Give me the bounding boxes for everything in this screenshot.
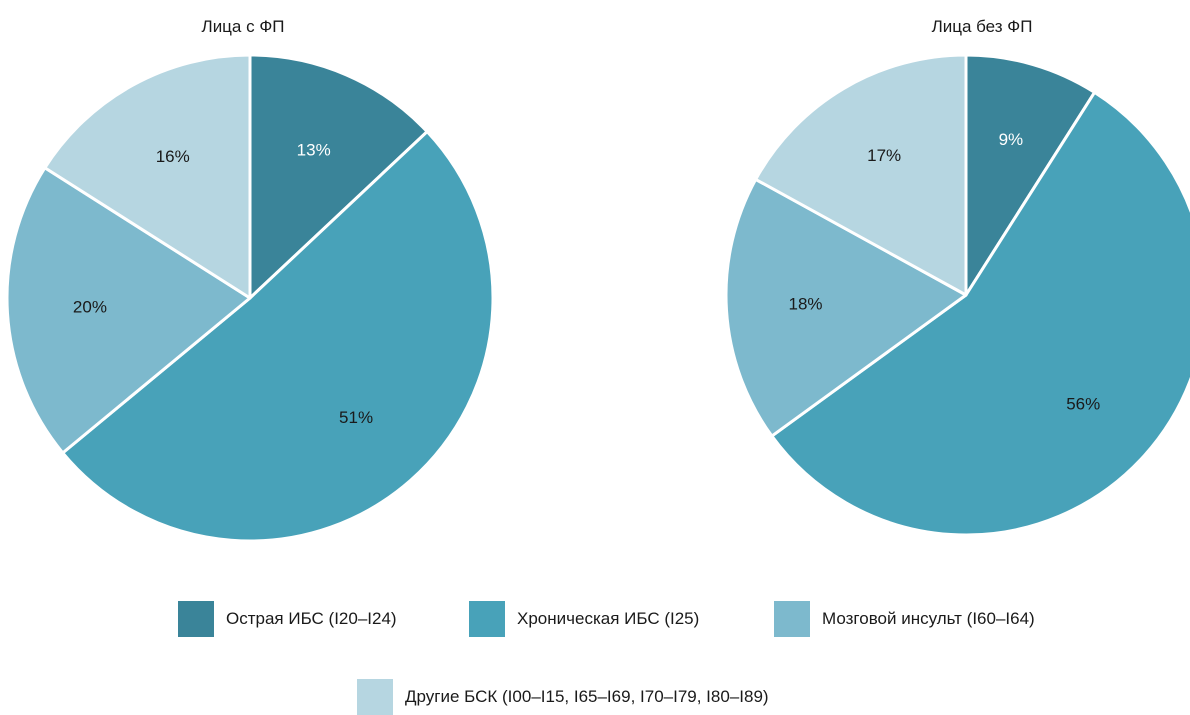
legend-swatch-chronic-ihd bbox=[469, 601, 505, 637]
pie-without-af-slice-acute-ihd bbox=[964, 53, 1097, 297]
pie-with-af-title: Лица с ФП bbox=[202, 17, 285, 36]
legend-item-stroke: Мозговой инсульт (I60–I64) bbox=[774, 601, 1035, 637]
pie-without-af-label-other-cvd: 17% bbox=[867, 146, 901, 165]
pie-without-af-label-acute-ihd: 9% bbox=[999, 130, 1024, 149]
pie-with-af-slice-stroke bbox=[5, 166, 252, 455]
pie-with-af-slice-other-cvd bbox=[43, 53, 252, 300]
legend-label-chronic-ihd: Хроническая ИБС (I25) bbox=[517, 609, 700, 628]
pie-without-af-label-chronic-ihd: 56% bbox=[1066, 395, 1100, 414]
pie-without-af-label-stroke: 18% bbox=[789, 295, 823, 314]
pie-with-af-label-acute-ihd: 13% bbox=[297, 140, 331, 159]
legend-item-other-cvd: Другие БСК (I00–I15, I65–I69, I70–I79, I… bbox=[357, 679, 769, 715]
legend-label-other-cvd: Другие БСК (I00–I15, I65–I69, I70–I79, I… bbox=[405, 687, 769, 706]
legend-item-chronic-ihd: Хроническая ИБС (I25) bbox=[469, 601, 699, 637]
legend-label-acute-ihd: Острая ИБС (I20–I24) bbox=[226, 609, 397, 628]
legend-swatch-stroke bbox=[774, 601, 810, 637]
charts-area: 13% 51% 20% 16% Лица с ФП 9% 56% 18% 17% Лица без… bbox=[5, 17, 1190, 543]
pie-with-af-label-stroke: 20% bbox=[73, 298, 107, 317]
pie-without-af-slice-stroke bbox=[724, 177, 968, 438]
pie-without-af-slice-chronic-ihd bbox=[770, 90, 1190, 537]
pie-with-af-label-chronic-ihd: 51% bbox=[339, 408, 373, 427]
pie-with-af-slice-acute-ihd bbox=[248, 53, 429, 300]
legend-swatch-other-cvd bbox=[357, 679, 393, 715]
legend-item-acute-ihd: Острая ИБС (I20–I24) bbox=[178, 601, 397, 637]
pie-without-af-slice-other-cvd bbox=[754, 53, 968, 297]
pie-with-af: 13% 51% 20% 16% bbox=[5, 53, 495, 543]
pie-without-af-title: Лица без ФП bbox=[932, 17, 1033, 36]
pie-with-af-label-other-cvd: 16% bbox=[156, 147, 190, 166]
legend-swatch-acute-ihd bbox=[178, 601, 214, 637]
pie-with-af-slice-chronic-ihd bbox=[61, 130, 495, 543]
legend-label-stroke: Мозговой инсульт (I60–I64) bbox=[822, 609, 1035, 628]
pie-without-af: 9% 56% 18% 17% bbox=[724, 53, 1190, 537]
